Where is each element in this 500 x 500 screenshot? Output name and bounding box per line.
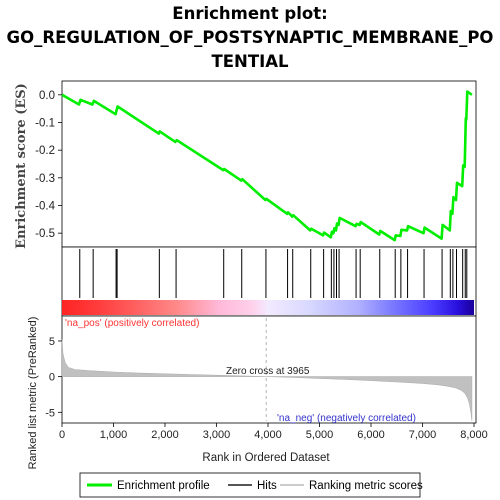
es-y-tick-label: -0.2 <box>35 145 55 157</box>
x-tick-label: 6,000 <box>357 429 385 441</box>
title-line-2: GO_REGULATION_OF_POSTSYNAPTIC_MEMBRANE_P… <box>6 28 494 47</box>
x-tick-label: 5,000 <box>306 429 334 441</box>
x-tick-label: 4,000 <box>254 429 282 441</box>
es-panel <box>61 80 477 248</box>
title-line-3: TENTIAL <box>211 52 289 71</box>
metric-y-tick-label: 5 <box>49 336 55 348</box>
metric-axis-label: Ranked list metric (PreRanked) <box>27 317 39 470</box>
ranking-heatmap-bar <box>62 300 474 315</box>
es-y-tick-label: 0.0 <box>39 90 55 102</box>
legend-metric-label: Ranking metric scores <box>309 480 423 492</box>
es-y-ticks: 0.0 -0.1 -0.2 -0.3 -0.4 -0.5 <box>35 90 62 240</box>
hits-group <box>79 249 468 298</box>
x-tick-label: 1,000 <box>100 429 128 441</box>
legend-enrichment-label: Enrichment profile <box>117 480 210 492</box>
es-y-tick-label: -0.1 <box>35 118 55 130</box>
legend-hits-label: Hits <box>257 480 277 492</box>
es-axis-label: Enrichment score (ES) <box>14 83 29 249</box>
neg-correlation-label: 'na_neg' (negatively correlated) <box>277 413 416 424</box>
x-axis-label: Rank in Ordered Dataset <box>202 452 330 464</box>
es-y-tick-label: -0.4 <box>35 201 55 213</box>
es-y-tick-label: -0.3 <box>35 173 55 185</box>
x-tick-label: 8,000 <box>460 429 488 441</box>
es-y-tick-label: -0.5 <box>35 228 55 240</box>
metric-y-ticks: 5 0 -5 <box>45 336 62 419</box>
chart-title: Enrichment plot: GO_REGULATION_OF_POSTSY… <box>0 2 500 74</box>
pos-correlation-label: 'na_pos' (positively correlated) <box>65 318 199 329</box>
x-tick-label: 2,000 <box>151 429 179 441</box>
x-tick-label: 3,000 <box>203 429 231 441</box>
title-line-1: Enrichment plot: <box>172 4 328 23</box>
zero-cross-label: Zero cross at 3965 <box>226 366 310 377</box>
metric-y-tick-label: -5 <box>45 407 55 419</box>
x-ticks: 0 1,000 2,000 3,000 4,000 5,000 6,000 7,000 8,00… <box>59 423 488 441</box>
ranked-metric-group <box>61 318 473 421</box>
ranked-metric-area <box>61 339 473 421</box>
enrichment-profile-line <box>61 90 473 242</box>
x-tick-label: 0 <box>59 429 65 441</box>
x-tick-label: 7,000 <box>409 429 437 441</box>
enrichment-profile-group <box>61 90 473 242</box>
metric-y-tick-label: 0 <box>49 372 55 384</box>
